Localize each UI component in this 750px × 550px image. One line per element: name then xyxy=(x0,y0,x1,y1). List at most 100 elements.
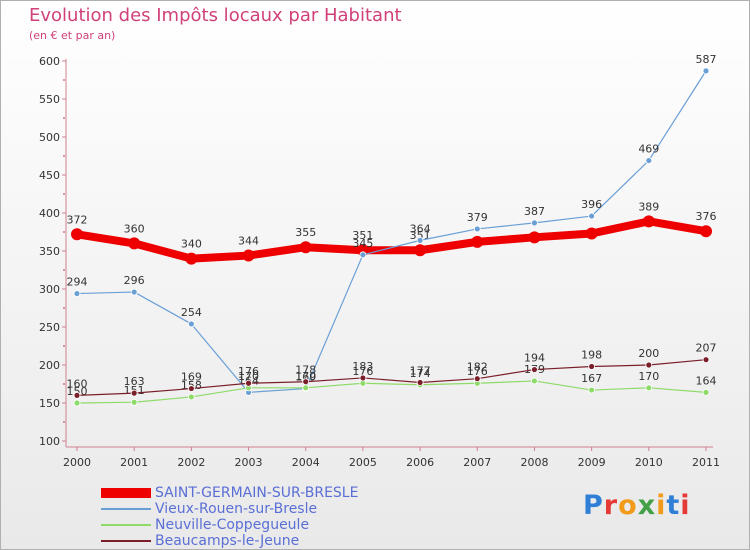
data-point xyxy=(645,361,653,369)
data-label: 176 xyxy=(352,365,373,378)
proxiti-logo: Proxiti xyxy=(583,490,691,521)
data-point xyxy=(359,374,367,382)
logo-letter: t xyxy=(666,490,681,521)
data-label: 169 xyxy=(295,371,316,384)
y-tick-label: 350 xyxy=(39,245,60,258)
data-label: 169 xyxy=(181,371,202,384)
series-line xyxy=(73,217,710,263)
data-point xyxy=(702,67,710,75)
data-label: 587 xyxy=(696,53,717,66)
data-label: 379 xyxy=(467,211,488,224)
data-point xyxy=(700,225,712,238)
x-tick-label: 2006 xyxy=(406,456,434,469)
data-label: 344 xyxy=(238,235,259,248)
data-label: 296 xyxy=(124,274,145,287)
data-point xyxy=(73,391,81,399)
data-point xyxy=(588,363,596,370)
data-label: 207 xyxy=(696,342,717,355)
data-point xyxy=(473,375,481,383)
data-label: 376 xyxy=(696,210,717,223)
y-tick-label: 550 xyxy=(39,93,60,106)
series-line xyxy=(76,380,707,404)
data-point xyxy=(531,219,538,227)
data-point xyxy=(585,227,598,240)
legend-swatch xyxy=(101,540,151,542)
x-tick-label: 2003 xyxy=(235,456,263,469)
data-point xyxy=(130,398,138,406)
data-label: 254 xyxy=(181,306,202,319)
legend: SAINT-GERMAIN-SUR-BRESLE Vieux-Rouen-sur… xyxy=(101,485,358,549)
data-label: 198 xyxy=(581,349,602,362)
data-label: 174 xyxy=(410,367,431,380)
data-point xyxy=(531,366,538,373)
data-point xyxy=(242,249,255,262)
data-label: 340 xyxy=(181,238,202,251)
data-label: 176 xyxy=(238,365,259,378)
data-label: 200 xyxy=(638,347,659,360)
data-point xyxy=(642,215,655,228)
data-label: 360 xyxy=(124,222,145,235)
data-label: 364 xyxy=(410,222,431,235)
y-tick-label: 200 xyxy=(39,359,60,372)
data-point xyxy=(702,356,710,364)
data-point xyxy=(414,244,427,257)
legend-item: Vieux-Rouen-sur-Bresle xyxy=(101,501,358,517)
data-label: 294 xyxy=(67,276,88,289)
data-point xyxy=(416,236,424,244)
logo-letter: r xyxy=(603,490,619,521)
data-label: 351 xyxy=(352,229,373,242)
data-point xyxy=(645,157,653,164)
data-label: 170 xyxy=(295,370,316,383)
data-point xyxy=(588,386,596,394)
legend-item: Beaucamps-le-Jeune xyxy=(101,533,358,549)
data-point xyxy=(187,385,195,392)
x-tick-label: 2000 xyxy=(63,456,91,469)
data-point xyxy=(71,228,83,241)
legend-label: Neuville-Coppegueule xyxy=(155,517,310,533)
legend-label: SAINT-GERMAIN-SUR-BRESLE xyxy=(155,485,359,501)
data-point xyxy=(588,212,596,220)
data-label: 176 xyxy=(467,365,488,378)
x-tick-label: 2004 xyxy=(292,456,320,469)
data-label: 345 xyxy=(352,237,373,250)
legend-swatch xyxy=(101,524,151,526)
data-point xyxy=(187,320,195,328)
x-tick-label: 2005 xyxy=(349,456,377,469)
data-point xyxy=(531,377,538,385)
x-tick-label: 2002 xyxy=(177,456,205,469)
legend-label: Beaucamps-le-Jeune xyxy=(155,533,300,549)
logo-letter: i xyxy=(656,490,667,521)
chart-subtitle: (en € et par an) xyxy=(29,29,116,42)
data-label: 355 xyxy=(295,226,316,239)
data-point xyxy=(130,389,138,397)
series-line xyxy=(76,359,707,396)
data-label: 182 xyxy=(467,361,488,374)
data-point xyxy=(73,399,81,407)
data-label: 160 xyxy=(67,377,88,390)
data-point xyxy=(130,288,138,296)
data-point xyxy=(302,384,310,392)
x-tick-label: 2007 xyxy=(463,456,491,469)
data-label: 389 xyxy=(638,200,659,213)
x-tick-label: 2001 xyxy=(120,456,148,469)
data-point xyxy=(528,231,541,244)
data-point xyxy=(702,388,710,396)
data-label: 164 xyxy=(696,374,717,387)
data-label: 387 xyxy=(524,205,545,218)
x-tick-label: 2009 xyxy=(578,456,606,469)
logo-letter: o xyxy=(618,490,638,521)
data-point xyxy=(299,241,312,254)
x-tick-label: 2008 xyxy=(520,456,548,469)
data-label: 163 xyxy=(124,375,145,388)
logo-letter: x xyxy=(637,490,657,521)
x-tick-label: 2010 xyxy=(635,456,663,469)
legend-swatch xyxy=(101,488,151,498)
data-point xyxy=(128,237,141,250)
data-label: 183 xyxy=(352,360,373,373)
y-tick-label: 400 xyxy=(39,207,60,220)
data-point xyxy=(302,378,310,386)
y-tick-label: 250 xyxy=(39,321,60,334)
data-point xyxy=(359,251,367,259)
data-point xyxy=(645,384,653,392)
